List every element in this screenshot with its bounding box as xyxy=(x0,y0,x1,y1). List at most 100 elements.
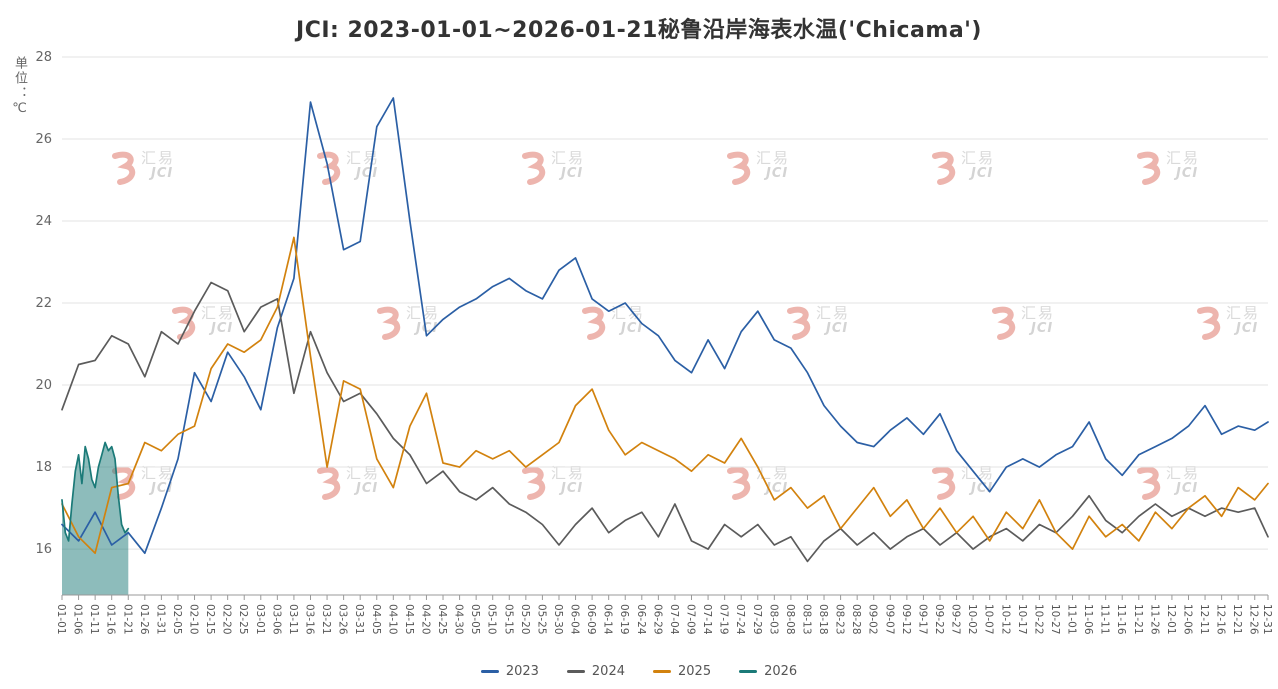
legend-item-2025[interactable]: 2025 xyxy=(653,664,711,679)
x-axis-tick-label: 09-22 xyxy=(933,604,945,635)
x-axis-tick-label: 09-07 xyxy=(883,604,895,635)
x-axis-tick-label: 01-26 xyxy=(138,604,150,635)
series-line-2025 xyxy=(61,236,1269,555)
x-axis-tick-label: 06-04 xyxy=(569,604,581,635)
x-axis-tick-label: 02-10 xyxy=(188,604,200,635)
x-axis-tick-label: 04-25 xyxy=(436,604,448,635)
x-axis-tick-label: 08-18 xyxy=(817,604,829,635)
x-axis-tick-label: 03-16 xyxy=(303,604,315,635)
area-fills xyxy=(62,442,129,595)
x-axis-tick-label: 05-05 xyxy=(469,604,481,635)
x-axis-tick-label: 12-06 xyxy=(1181,604,1193,635)
x-axis-tick-label: 12-26 xyxy=(1248,604,1260,635)
legend-item-2023[interactable]: 2023 xyxy=(480,664,539,679)
y-axis-tick-label: 24 xyxy=(35,214,52,229)
x-axis-tick-label: 02-25 xyxy=(237,604,249,635)
x-axis-tick-label: 08-28 xyxy=(850,604,862,635)
x-axis-tick-label: 11-21 xyxy=(1132,604,1144,635)
x-axis-tick-label: 01-16 xyxy=(105,604,117,635)
x-axis-tick-label: 10-07 xyxy=(983,604,995,635)
x-axis-tick-label: 08-23 xyxy=(834,604,846,635)
axes: 16 18 20 22 24 26 28 01-01 01-06 01-11 01-16 01-21 0… xyxy=(35,50,1273,635)
legend-item-2026[interactable]: 2026 xyxy=(739,664,797,679)
x-axis-tick-label: 06-19 xyxy=(618,604,630,635)
x-axis-tick-label: 05-15 xyxy=(502,604,514,635)
x-axis-tick-label: 11-01 xyxy=(1066,604,1078,635)
x-axis-tick-label: 06-24 xyxy=(635,604,647,635)
x-axis-tick-label: 05-25 xyxy=(535,604,547,635)
x-axis-tick-label: 01-31 xyxy=(154,604,166,635)
x-axis-tick-label: 11-16 xyxy=(1115,604,1127,635)
series-area-2026 xyxy=(62,442,129,595)
legend-label: 2023 xyxy=(505,664,539,679)
x-axis-tick-label: 10-22 xyxy=(1032,604,1044,635)
x-axis-tick-label: 12-21 xyxy=(1231,604,1243,635)
x-axis-tick-label: 10-17 xyxy=(1016,604,1028,635)
y-axis-tick-label: 16 xyxy=(35,542,52,557)
legend-item-2024[interactable]: 2024 xyxy=(566,664,625,679)
x-axis-tick-label: 12-31 xyxy=(1261,604,1273,635)
x-axis-tick-label: 03-31 xyxy=(353,604,365,635)
x-axis-tick-label: 05-20 xyxy=(519,604,531,635)
y-axis-tick-label: 18 xyxy=(35,460,52,475)
legend-line-icon xyxy=(566,670,585,673)
x-axis-tick-label: 02-05 xyxy=(171,604,183,635)
series-line-2023 xyxy=(61,97,1269,555)
x-axis-tick-label: 07-29 xyxy=(751,604,763,635)
x-axis-tick-label: 01-21 xyxy=(121,604,133,635)
x-axis-tick-label: 06-29 xyxy=(651,604,663,635)
gridlines xyxy=(62,56,1268,550)
x-axis-tick-label: 11-06 xyxy=(1082,604,1094,635)
x-axis-tick-label: 05-30 xyxy=(552,604,564,635)
y-axis-tick-label: 22 xyxy=(35,296,52,311)
y-axis-tick-label: 26 xyxy=(35,132,52,147)
x-axis-tick-label: 01-06 xyxy=(72,604,84,635)
x-axis-tick-label: 08-08 xyxy=(784,604,796,635)
x-axis-tick-label: 11-26 xyxy=(1148,604,1160,635)
series-line-2024 xyxy=(61,281,1269,563)
x-axis-tick-label: 03-01 xyxy=(254,604,266,635)
x-axis-tick-label: 02-15 xyxy=(204,604,216,635)
x-axis-tick-label: 07-09 xyxy=(685,604,697,635)
x-axis-tick-label: 04-10 xyxy=(386,604,398,635)
x-axis-tick-label: 06-09 xyxy=(585,604,597,635)
x-axis-tick-label: 04-30 xyxy=(453,604,465,635)
x-axis-tick-label: 08-13 xyxy=(800,604,812,635)
x-axis-tick-label: 09-17 xyxy=(916,604,928,635)
x-axis-tick-label: 10-27 xyxy=(1049,604,1061,635)
x-axis-tick-label: 01-01 xyxy=(55,604,67,635)
x-axis-tick-label: 02-20 xyxy=(221,604,233,635)
x-axis-tick-label: 03-06 xyxy=(270,604,282,635)
x-axis-tick-label: 12-01 xyxy=(1165,604,1177,635)
legend-line-icon xyxy=(653,670,671,673)
legend-label: 2025 xyxy=(678,664,712,679)
series-lines xyxy=(61,97,1269,563)
x-axis-tick-label: 12-16 xyxy=(1215,604,1227,635)
x-axis-tick-label: 11-11 xyxy=(1099,604,1111,635)
x-axis-tick-label: 07-24 xyxy=(734,604,746,635)
x-axis-tick-label: 01-11 xyxy=(88,604,100,635)
x-axis-tick-label: 04-15 xyxy=(403,604,415,635)
legend-line-icon xyxy=(739,670,758,673)
legend-label: 2024 xyxy=(591,664,625,679)
x-axis-tick-label: 07-04 xyxy=(668,604,680,635)
x-axis-tick-label: 04-20 xyxy=(419,604,431,635)
x-axis-tick-label: 07-14 xyxy=(701,604,713,635)
x-axis-tick-label: 09-02 xyxy=(867,604,879,635)
x-axis-tick-label: 03-21 xyxy=(320,604,332,635)
x-axis-tick-label: 03-11 xyxy=(287,604,299,635)
x-axis-tick-label: 04-05 xyxy=(370,604,382,635)
x-axis-tick-label: 05-10 xyxy=(486,604,498,635)
x-axis-tick-label: 09-27 xyxy=(950,604,962,635)
x-axis-tick-label: 10-12 xyxy=(999,604,1011,635)
x-axis-tick-label: 08-03 xyxy=(767,604,779,635)
x-axis-tick-label: 10-02 xyxy=(966,604,978,635)
chart-title: JCI: 2023-01-01~2026-01-21秘鲁沿岸海表水温('Chic… xyxy=(296,18,982,43)
chart-legend: 2023 2024 2025 2026 xyxy=(0,664,1278,679)
y-axis-tick-label: 28 xyxy=(35,50,52,65)
legend-label: 2026 xyxy=(764,664,798,679)
legend-line-icon xyxy=(480,670,499,673)
x-axis-tick-label: 03-26 xyxy=(337,604,349,635)
y-axis-tick-label: 20 xyxy=(35,378,52,393)
